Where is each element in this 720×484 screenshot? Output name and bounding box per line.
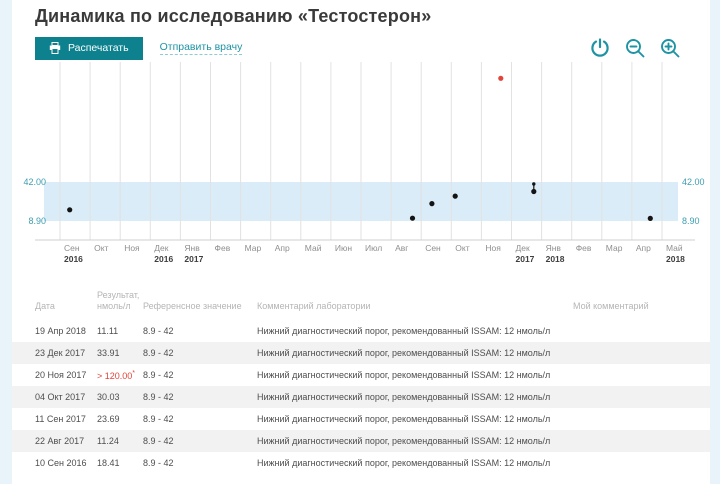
result-value: 18.41 [97, 457, 120, 468]
svg-text:2016: 2016 [64, 254, 83, 264]
result-value: 11.24 [97, 435, 119, 446]
table-row: 22 Авг 2017 11.24 8.9 - 42 Нижний диагно… [12, 430, 710, 452]
print-button-label: Распечатать [68, 42, 129, 54]
column-header: Результат, нмоль/л [97, 290, 140, 311]
lab-comment: Нижний диагностический порог, рекомендов… [257, 413, 551, 424]
svg-text:Авг: Авг [395, 243, 408, 253]
lab-comment: Нижний диагностический порог, рекомендов… [257, 325, 551, 336]
my-comment[interactable] [573, 342, 710, 364]
result-value: 23.69 [97, 413, 120, 424]
reference-range: 8.9 - 42 [143, 325, 174, 336]
my-comment[interactable] [573, 320, 710, 342]
result-value: 11.11 [97, 325, 119, 336]
column-header: Референсное значение [143, 301, 242, 311]
svg-text:Сен: Сен [425, 243, 441, 253]
result-date: 10 Сен 2016 [35, 457, 87, 468]
svg-text:2018: 2018 [546, 254, 565, 264]
send-to-doctor-link[interactable]: Отправить врачу [159, 41, 243, 55]
svg-text:Апр: Апр [275, 243, 290, 253]
svg-text:42.00: 42.00 [682, 177, 705, 187]
svg-text:Фев: Фев [576, 243, 592, 253]
results-table: Дата Результат, нмоль/л Референсное значен… [12, 290, 710, 474]
reference-range: 8.9 - 42 [143, 413, 174, 424]
svg-text:Июл: Июл [365, 243, 382, 253]
svg-text:Янв: Янв [184, 243, 200, 253]
zoom-out-icon[interactable] [623, 36, 647, 60]
svg-text:42.00: 42.00 [23, 177, 46, 187]
testosterone-chart: Сен 2016 Окт Ноя Дек 2016 Янв 2017 Фев Мар Апр Май И… [12, 56, 710, 268]
svg-text:Янв: Янв [546, 243, 562, 253]
svg-text:Апр: Апр [636, 243, 651, 253]
result-date: 04 Окт 2017 [35, 391, 86, 402]
lab-comment: Нижний диагностический порог, рекомендов… [257, 435, 551, 446]
lab-comment: Нижний диагностический порог, рекомендов… [257, 457, 551, 468]
svg-text:2017: 2017 [516, 254, 535, 264]
reference-range: 8.9 - 42 [143, 457, 174, 468]
reference-range: 8.9 - 42 [143, 347, 174, 358]
svg-text:8.90: 8.90 [28, 216, 46, 226]
print-button[interactable]: Распечатать [35, 36, 143, 60]
svg-text:8.90: 8.90 [682, 216, 700, 226]
svg-text:2016: 2016 [154, 254, 173, 264]
printer-icon [49, 42, 61, 54]
reference-range: 8.9 - 42 [143, 435, 174, 446]
table-row: 23 Дек 2017 33.91 8.9 - 42 Нижний диагно… [12, 342, 710, 364]
svg-text:Окт: Окт [455, 243, 469, 253]
reference-range: 8.9 - 42 [143, 369, 174, 380]
svg-text:Ноя: Ноя [124, 243, 140, 253]
results-table-body: 19 Апр 2018 11.11 8.9 - 42 Нижний диагно… [12, 320, 710, 474]
my-comment[interactable] [573, 430, 710, 452]
lab-comment: Нижний диагностический порог, рекомендов… [257, 369, 551, 380]
svg-text:Фев: Фев [215, 243, 231, 253]
svg-text:Мар: Мар [606, 243, 623, 253]
my-comment[interactable] [573, 452, 710, 474]
result-date: 23 Дек 2017 [35, 347, 86, 358]
svg-text:Июн: Июн [335, 243, 352, 253]
table-row: 11 Сен 2017 23.69 8.9 - 42 Нижний диагно… [12, 408, 710, 430]
my-comment[interactable] [573, 408, 710, 430]
results-table-header: Дата Результат, нмоль/л Референсное значен… [12, 290, 710, 320]
reference-range: 8.9 - 42 [143, 391, 174, 402]
svg-text:2018: 2018 [666, 254, 685, 264]
page-title: Динамика по исследованию «Тестостерон» [35, 6, 432, 26]
my-comment[interactable] [573, 364, 710, 386]
table-row: 19 Апр 2018 11.11 8.9 - 42 Нижний диагно… [12, 320, 710, 342]
result-value: 33.91 [97, 347, 120, 358]
table-row: 04 Окт 2017 30.03 8.9 - 42 Нижний диагно… [12, 386, 710, 408]
column-header: Дата [35, 301, 55, 311]
toolbar: Распечатать Отправить врачу [35, 36, 692, 60]
chart-tools [588, 36, 692, 60]
content-card: Динамика по исследованию «Тестостерон» Р… [12, 0, 710, 484]
svg-text:Дек: Дек [154, 243, 168, 253]
svg-text:Мар: Мар [245, 243, 262, 253]
svg-text:Сен: Сен [64, 243, 80, 253]
svg-text:Май: Май [666, 243, 683, 253]
my-comment[interactable] [573, 386, 710, 408]
svg-text:2017: 2017 [184, 254, 203, 264]
svg-text:Дек: Дек [516, 243, 530, 253]
power-icon[interactable] [588, 36, 612, 60]
result-date: 11 Сен 2017 [35, 413, 86, 424]
svg-text:Окт: Окт [94, 243, 108, 253]
column-header: Комментарий лаборатории [257, 301, 371, 311]
result-value: 30.03 [97, 391, 120, 402]
result-date: 22 Авг 2017 [35, 435, 85, 446]
table-row: 20 Ноя 2017 > 120.00* 8.9 - 42 Нижний ди… [12, 364, 710, 386]
svg-text:Май: Май [305, 243, 322, 253]
lab-comment: Нижний диагностический порог, рекомендов… [257, 391, 551, 402]
result-date: 19 Апр 2018 [35, 325, 86, 336]
table-row: 10 Сен 2016 18.41 8.9 - 42 Нижний диагно… [12, 452, 710, 474]
lab-comment: Нижний диагностический порог, рекомендов… [257, 347, 551, 358]
result-value: > 120.00* [97, 370, 136, 381]
column-header: Мой комментарий [573, 301, 649, 311]
result-date: 20 Ноя 2017 [35, 369, 87, 380]
zoom-in-icon[interactable] [658, 36, 682, 60]
svg-text:Ноя: Ноя [485, 243, 501, 253]
